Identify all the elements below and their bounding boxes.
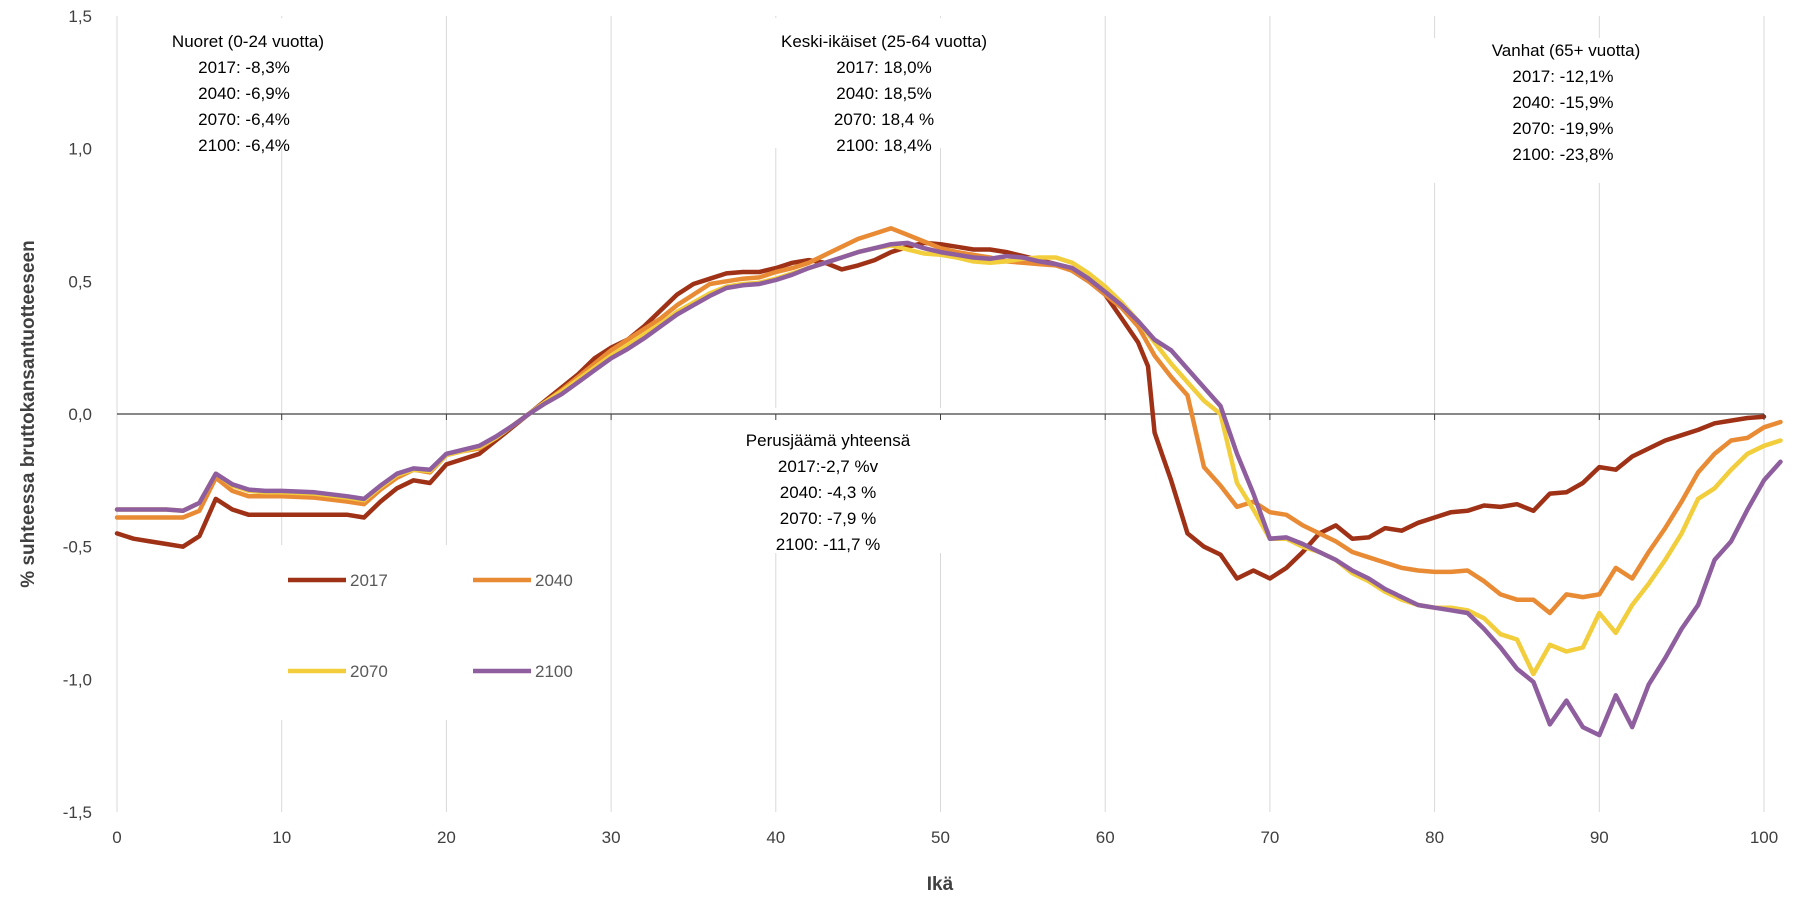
annotation-line: Vanhat (65+ vuotta) [1492, 41, 1641, 60]
annotation-line: Nuoret (0-24 vuotta) [172, 32, 324, 51]
x-axis-ticks: 0 10 20 30 40 50 60 70 80 90 100 [112, 414, 1778, 847]
annotation-line: 2100: -11,7 % [776, 535, 881, 554]
y-tick-label: 1,0 [68, 140, 92, 159]
x-tick-label: 40 [766, 828, 785, 847]
y-axis-title: % suhteessa bruttokansantuotteeseen [18, 240, 39, 587]
x-tick-label: 30 [602, 828, 621, 847]
annotation-box [128, 18, 368, 148]
x-tick-label: 0 [112, 828, 121, 847]
series-line-2100 [114, 240, 1783, 738]
x-tick-label: 10 [272, 828, 291, 847]
x-tick-label: 70 [1260, 828, 1279, 847]
y-axis-ticks: 1,5 1,0 0,5 0,0 -0,5 -1,0 -1,5 [63, 7, 92, 822]
annotation-line: 2040: 18,5% [836, 84, 931, 103]
x-tick-label: 80 [1425, 828, 1444, 847]
annotation-line: 2070: -6,4% [198, 110, 290, 129]
annotation-line: 2070: -7,9 % [780, 509, 876, 528]
series-line-2017 [114, 240, 1767, 581]
annotation-line: 2017: -12,1% [1512, 67, 1613, 86]
series-lines [114, 226, 1783, 738]
annotation-line: 2017:-2,7 %v [778, 457, 879, 476]
y-tick-label: -1,5 [63, 803, 92, 822]
y-tick-label: 1,5 [68, 7, 92, 26]
annotation-box [775, 18, 1005, 148]
annotation-line: 2040: -4,3 % [780, 483, 876, 502]
annotation-box [1430, 38, 1730, 183]
annotation-line: Perusjäämä yhteensä [746, 431, 911, 450]
x-tick-label: 90 [1590, 828, 1609, 847]
x-axis-title: Ikä [927, 874, 954, 895]
legend-label-2040: 2040 [535, 571, 573, 590]
annotation-line: Keski-ikäiset (25-64 vuotta) [781, 32, 987, 51]
y-tick-label: -0,5 [63, 538, 92, 557]
legend-box [255, 545, 605, 720]
annotation-line: 2070: 18,4 % [834, 110, 934, 129]
annotation-line: 2017: 18,0% [836, 58, 931, 77]
annotations: Nuoret (0-24 vuotta) 2017: -8,3% 2040: -6,… [172, 32, 1640, 554]
x-tick-label: 60 [1096, 828, 1115, 847]
x-tick-label: 100 [1750, 828, 1778, 847]
annotation-line: 2070: -19,9% [1512, 119, 1613, 138]
y-tick-label: 0,5 [68, 272, 92, 291]
annotation-line: 2100: -23,8% [1512, 145, 1613, 164]
legend: 2017 2040 2070 2100 [288, 571, 573, 681]
y-tick-label: -1,0 [63, 670, 92, 689]
annotation-box [720, 408, 950, 553]
legend-label-2100: 2100 [535, 662, 573, 681]
legend-label-2070: 2070 [350, 662, 388, 681]
x-tick-label: 50 [931, 828, 950, 847]
y-tick-label: 0,0 [68, 405, 92, 424]
annotation-line: 2040: -15,9% [1512, 93, 1613, 112]
legend-label-2017: 2017 [350, 571, 388, 590]
annotation-line: 2040: -6,9% [198, 84, 290, 103]
annotation-line: 2100: -6,4% [198, 136, 290, 155]
annotation-backgrounds [128, 18, 1730, 720]
annotation-line: 2017: -8,3% [198, 58, 290, 77]
annotation-line: 2100: 18,4% [836, 136, 931, 155]
x-tick-label: 20 [437, 828, 456, 847]
